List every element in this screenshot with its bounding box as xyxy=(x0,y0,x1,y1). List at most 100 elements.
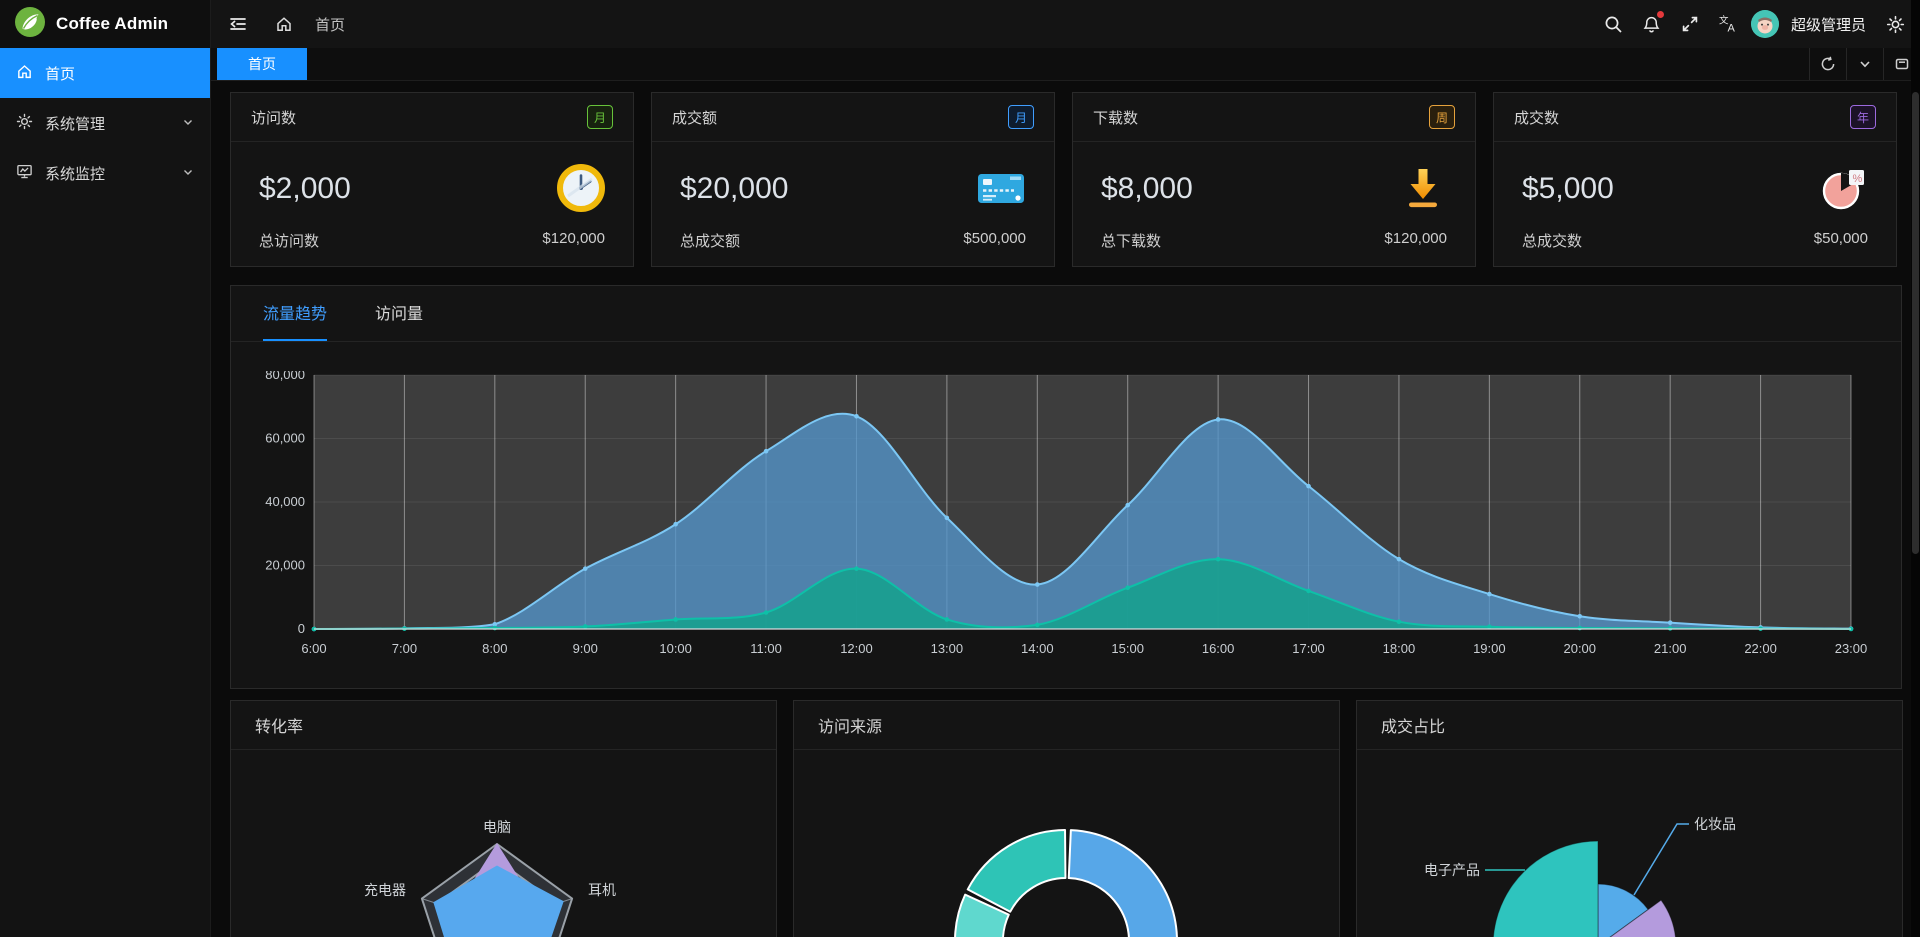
svg-text:9:00: 9:00 xyxy=(573,641,598,656)
visit-source-card: 访问来源 xyxy=(793,700,1340,937)
avatar[interactable] xyxy=(1750,10,1779,38)
sidebar-item-home[interactable]: 首页 xyxy=(0,48,210,98)
period-badge: 月 xyxy=(587,105,613,129)
settings-gear-icon[interactable] xyxy=(1880,9,1910,39)
page-scrollbar xyxy=(1911,0,1920,937)
card-footer: 总成交数 $50,000 xyxy=(1522,230,1868,251)
period-badge: 年 xyxy=(1850,105,1876,129)
bell-icon[interactable] xyxy=(1637,9,1667,39)
svg-text:23:00: 23:00 xyxy=(1835,641,1868,656)
card-title: 成交数 xyxy=(1514,109,1560,127)
footer-label: 总下载数 xyxy=(1101,233,1162,250)
page-tabs-bar: 首页 xyxy=(211,48,1920,81)
svg-text:14:00: 14:00 xyxy=(1021,641,1054,656)
svg-text:12:00: 12:00 xyxy=(840,641,873,656)
gear-icon xyxy=(16,113,33,134)
spring-leaf-logo-icon xyxy=(14,6,46,43)
footer-value: $50,000 xyxy=(1813,230,1868,247)
traffic-trend-card: 流量趋势 访问量 0 20,000 40,000 60,000 80,000 6:00 7:… xyxy=(230,285,1902,689)
card-header: 成交占比 xyxy=(1357,701,1902,750)
card-header: 成交额 月 xyxy=(652,93,1054,142)
svg-text:20:00: 20:00 xyxy=(1563,641,1596,656)
svg-text:耳机: 耳机 xyxy=(588,882,616,898)
card-header: 转化率 xyxy=(231,701,776,750)
svg-text:6:00: 6:00 xyxy=(301,641,326,656)
svg-text:80,000: 80,000 xyxy=(265,371,305,382)
svg-text:化妆品: 化妆品 xyxy=(1694,816,1736,832)
svg-text:电子产品: 电子产品 xyxy=(1424,862,1480,878)
sidebar: Coffee Admin 首页 系统管理 系统监控 xyxy=(0,0,211,937)
card-title: 下载数 xyxy=(1093,109,1139,127)
search-icon[interactable] xyxy=(1599,9,1629,39)
sidebar-item-label: 系统管理 xyxy=(45,115,106,133)
breadcrumb-home-icon[interactable] xyxy=(269,9,299,39)
footer-value: $120,000 xyxy=(1384,230,1447,247)
tab-traffic-trend[interactable]: 流量趋势 xyxy=(263,300,328,341)
svg-text:15:00: 15:00 xyxy=(1111,641,1144,656)
navbar-left: 首页 xyxy=(211,9,345,39)
svg-text:%: % xyxy=(1853,173,1863,185)
card-body: $8,000 总下载数 $120,000 xyxy=(1073,142,1475,267)
period-badge: 周 xyxy=(1429,105,1455,129)
sidebar-item-label: 系统监控 xyxy=(45,165,106,183)
tab-controls xyxy=(1809,48,1920,80)
stat-card-downloads: 下载数 周 $8,000 总下载数 $120,000 xyxy=(1072,92,1476,267)
sidebar-menu: 首页 系统管理 系统监控 xyxy=(0,48,210,198)
card-footer: 总成交额 $500,000 xyxy=(680,230,1026,251)
card-header: 访问数 月 xyxy=(231,93,633,142)
sidebar-item-system-manage[interactable]: 系统管理 xyxy=(0,98,210,148)
logo[interactable]: Coffee Admin xyxy=(0,0,210,48)
footer-label: 总访问数 xyxy=(259,233,320,250)
visit-source-donut-chart xyxy=(954,829,1178,937)
svg-text:电脑: 电脑 xyxy=(483,819,511,835)
stat-value: $8,000 xyxy=(1101,172,1193,205)
svg-text:18:00: 18:00 xyxy=(1383,641,1416,656)
svg-text:17:00: 17:00 xyxy=(1292,641,1325,656)
fullscreen-icon[interactable] xyxy=(1675,9,1705,39)
home-icon xyxy=(16,63,33,84)
svg-text:13:00: 13:00 xyxy=(931,641,964,656)
breadcrumb[interactable]: 首页 xyxy=(315,16,346,34)
svg-text:16:00: 16:00 xyxy=(1202,641,1235,656)
trend-tabs: 流量趋势 访问量 xyxy=(231,286,1901,342)
chevron-down-icon xyxy=(182,165,194,182)
svg-text:21:00: 21:00 xyxy=(1654,641,1687,656)
chevron-down-icon[interactable] xyxy=(1846,48,1883,80)
stat-card-deals: 成交数 年 $5,000 % 总成交数 $50,000 xyxy=(1493,92,1897,267)
card-body: $5,000 % 总成交数 $50,000 xyxy=(1494,142,1896,267)
scrollbar-thumb[interactable] xyxy=(1912,92,1919,554)
card-body: $20,000 总成交额 $500,000 xyxy=(652,142,1054,267)
sidebar-item-system-monitor[interactable]: 系统监控 xyxy=(0,148,210,198)
download-icon xyxy=(1397,162,1449,219)
deal-share-card: 成交占比 化妆品电子产品 xyxy=(1356,700,1903,937)
sidebar-item-label: 首页 xyxy=(45,65,76,83)
logo-text: Coffee Admin xyxy=(56,14,169,33)
card-title: 转化率 xyxy=(255,719,304,736)
chevron-down-icon xyxy=(182,115,194,132)
svg-text:22:00: 22:00 xyxy=(1744,641,1777,656)
stat-card-turnover: 成交额 月 $20,000 总成交额 $500,000 xyxy=(651,92,1055,267)
footer-label: 总成交数 xyxy=(1522,233,1583,250)
sidebar-collapse-icon[interactable] xyxy=(223,9,253,39)
svg-text:19:00: 19:00 xyxy=(1473,641,1506,656)
refresh-icon[interactable] xyxy=(1809,48,1846,80)
svg-text:充电器: 充电器 xyxy=(364,882,406,898)
pie-percent-icon: % xyxy=(1818,162,1870,219)
svg-text:10:00: 10:00 xyxy=(659,641,692,656)
maximize-icon[interactable] xyxy=(1883,48,1920,80)
svg-text:40,000: 40,000 xyxy=(265,494,305,509)
credit-card-icon xyxy=(974,162,1028,219)
traffic-area-chart: 0 20,000 40,000 60,000 80,000 6:00 7:00 8:00 9:0… xyxy=(265,371,1868,656)
svg-text:0: 0 xyxy=(298,621,305,636)
tab-home[interactable]: 首页 xyxy=(217,48,307,80)
footer-value: $120,000 xyxy=(542,230,605,247)
tab-visit-volume[interactable]: 访问量 xyxy=(375,306,424,323)
monitor-icon xyxy=(16,163,33,184)
username[interactable]: 超级管理员 xyxy=(1790,16,1866,34)
svg-text:60,000: 60,000 xyxy=(265,431,305,446)
